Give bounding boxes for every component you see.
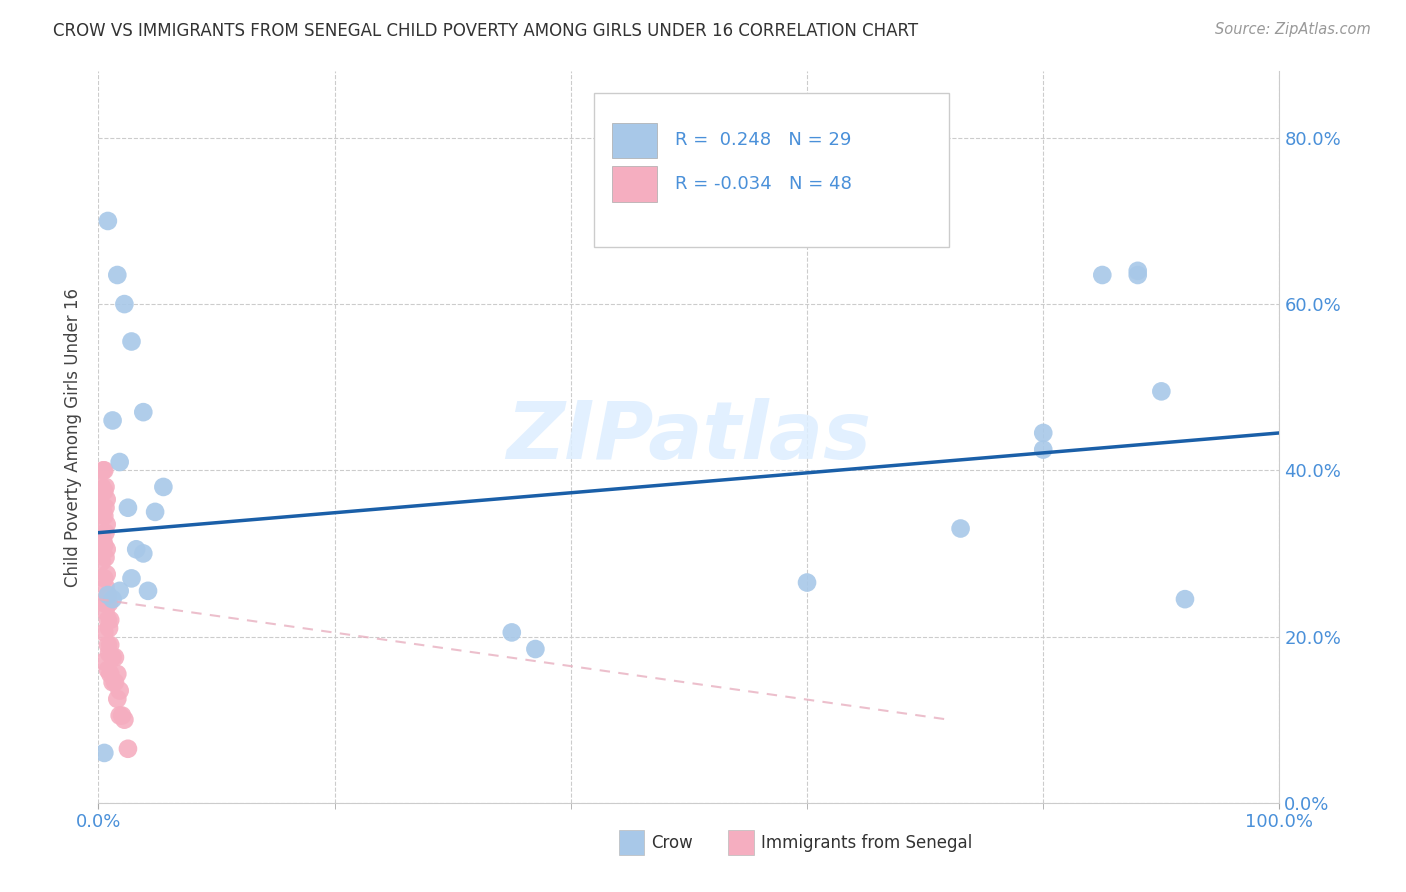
Point: [796, 575, 818, 590]
Point: [117, 500, 139, 515]
Point: [125, 542, 148, 557]
Text: Source: ZipAtlas.com: Source: ZipAtlas.com: [1215, 22, 1371, 37]
Point: [1174, 592, 1197, 607]
Point: [108, 683, 131, 698]
Point: [97, 613, 120, 627]
Point: [96, 517, 118, 532]
Point: [105, 692, 128, 706]
Point: [96, 567, 118, 582]
Point: [94, 525, 117, 540]
Point: [101, 650, 124, 665]
Text: R =  0.248   N = 29: R = 0.248 N = 29: [675, 131, 851, 149]
Text: CROW VS IMMIGRANTS FROM SENEGAL CHILD POVERTY AMONG GIRLS UNDER 16 CORRELATION C: CROW VS IMMIGRANTS FROM SENEGAL CHILD PO…: [53, 22, 918, 40]
Point: [1032, 442, 1054, 457]
Point: [501, 625, 523, 640]
Point: [96, 596, 118, 610]
Point: [91, 500, 114, 515]
Point: [98, 621, 121, 635]
Point: [105, 268, 128, 282]
Point: [97, 638, 120, 652]
Point: [96, 492, 118, 507]
Point: [97, 214, 120, 228]
Text: Crow: Crow: [651, 834, 693, 852]
Point: [101, 413, 124, 427]
Point: [98, 596, 121, 610]
Point: [91, 480, 114, 494]
Point: [91, 530, 114, 544]
Point: [143, 505, 166, 519]
Point: [117, 741, 139, 756]
Point: [524, 642, 547, 657]
Point: [98, 667, 121, 681]
Point: [93, 655, 115, 669]
Point: [112, 297, 135, 311]
Point: [93, 746, 115, 760]
FancyBboxPatch shape: [595, 94, 949, 247]
Point: [101, 592, 124, 607]
Point: [1091, 268, 1114, 282]
Point: [94, 605, 117, 619]
Point: [94, 480, 117, 494]
Point: [1150, 384, 1173, 399]
Point: [108, 708, 131, 723]
Y-axis label: Child Poverty Among Girls Under 16: Child Poverty Among Girls Under 16: [63, 287, 82, 587]
Point: [94, 500, 117, 515]
Point: [93, 509, 115, 524]
Point: [949, 521, 972, 535]
Point: [91, 505, 114, 519]
Point: [136, 583, 159, 598]
Point: [112, 713, 135, 727]
Point: [101, 675, 124, 690]
Point: [104, 675, 127, 690]
Point: [98, 646, 121, 660]
Text: Immigrants from Senegal: Immigrants from Senegal: [761, 834, 972, 852]
Point: [94, 550, 117, 565]
Point: [108, 455, 131, 469]
Point: [96, 542, 118, 557]
Point: [108, 583, 131, 598]
Point: [94, 580, 117, 594]
Point: [97, 588, 120, 602]
Point: [93, 571, 115, 585]
Point: [97, 663, 120, 677]
Point: [93, 484, 115, 499]
Point: [121, 571, 143, 585]
Point: [111, 708, 134, 723]
Point: [93, 596, 115, 610]
Point: [98, 638, 121, 652]
Point: [105, 667, 128, 681]
Point: [93, 625, 115, 640]
Text: R = -0.034   N = 48: R = -0.034 N = 48: [675, 175, 852, 193]
Point: [1126, 268, 1149, 282]
Point: [132, 546, 155, 560]
Point: [91, 463, 114, 477]
Point: [121, 334, 143, 349]
Bar: [612, 167, 657, 202]
Point: [1126, 264, 1149, 278]
Point: [132, 405, 155, 419]
Point: [93, 538, 115, 552]
Point: [91, 555, 114, 569]
Point: [98, 613, 121, 627]
Point: [104, 650, 127, 665]
Bar: [612, 122, 657, 158]
Point: [91, 484, 114, 499]
Point: [152, 480, 174, 494]
Point: [91, 533, 114, 548]
Point: [97, 588, 120, 602]
Point: [1032, 425, 1054, 440]
Point: [93, 463, 115, 477]
Text: ZIPatlas: ZIPatlas: [506, 398, 872, 476]
